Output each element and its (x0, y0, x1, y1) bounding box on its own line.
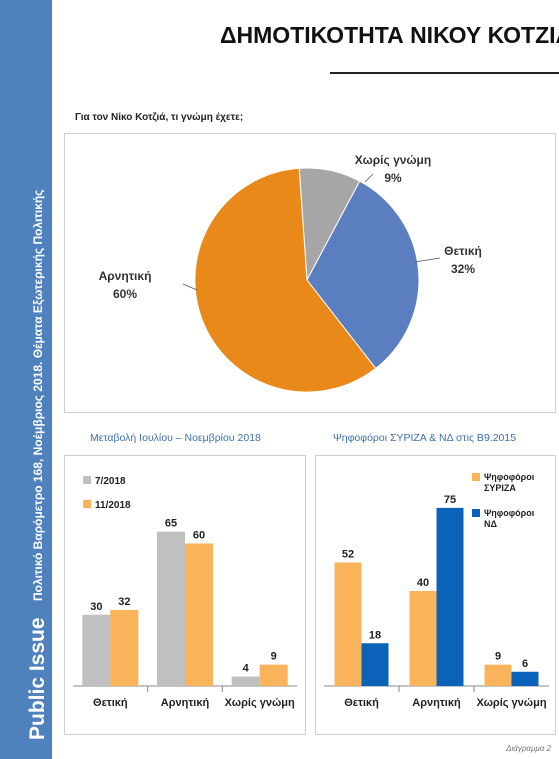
pie-label-negative: Αρνητική (99, 269, 152, 283)
side-band: Public Issue Πολιτικό Βαρόμετρο 168, Νοέ… (0, 0, 52, 759)
bar-negative-series-2 (436, 507, 464, 686)
bar-no-opinion-series-1 (484, 664, 512, 686)
data-label-negative-series-1: 40 (417, 577, 429, 589)
legend-label-series-2: 11/2018 (95, 500, 131, 511)
bar-chart-2-title: Ψηφοφόροι ΣΥΡΙΖΑ & ΝΔ στις Β9.2015 (333, 432, 517, 444)
data-label-positive-series-1: 52 (342, 549, 354, 561)
pie-label-positive: Θετική (444, 244, 482, 258)
legend-label-series-2: Ψηφοφόροι ΝΔ (484, 508, 535, 529)
pie-chart: Χωρίς γνώμη 9% Θετική 32% Αρνητική 60% (99, 153, 482, 393)
pie-leader-line-positive (414, 257, 441, 263)
pie-leader-line-no-opinion (364, 173, 374, 183)
data-label-no-opinion-series-1: 9 (495, 651, 501, 663)
bar-chart-1: 30 32 Θετική 65 60 Αρνητική 4 9 Χωρίς γνώμη 7/201… (73, 476, 297, 709)
category-label-negative: Αρνητική (412, 697, 461, 709)
bar-no-opinion-series-1 (231, 676, 260, 686)
bar-positive-series-2 (361, 643, 389, 686)
survey-question: Για τον Νίκο Κοτζιά, τι γνώμη έχετε; (75, 112, 244, 123)
bar-positive-series-1 (334, 562, 362, 686)
side-caption: Public Issue Πολιτικό Βαρόμετρο 168, Νοέ… (26, 190, 50, 740)
legend-label-series-1: Ψηφοφόροι ΣΥΡΙΖΑ (484, 472, 535, 493)
bar-no-opinion-series-2 (511, 671, 539, 686)
bar-negative-series-1 (157, 531, 185, 686)
bar-no-opinion-series-2 (259, 664, 288, 686)
data-label-no-opinion-series-2: 9 (271, 651, 277, 663)
pie-leader-line-negative (182, 283, 198, 291)
bar-chart-1-title: Μεταβολή Ιουλίου – Νοεμβρίου 2018 (90, 432, 261, 444)
pie-slice-negative (194, 167, 377, 393)
bar-positive-series-1 (82, 614, 111, 686)
category-label-no-opinion: Χωρίς γνώμη (476, 697, 546, 709)
pie-value-positive: 32% (451, 262, 475, 276)
pie-value-negative: 60% (113, 287, 137, 301)
title-divider (330, 72, 559, 74)
figure-number: Διάγραμμα 2 (506, 744, 551, 753)
bar-positive-series-2 (110, 610, 139, 686)
data-label-no-opinion-series-1: 4 (243, 663, 250, 675)
page-title: ΔΗΜΟΤΙΚΟΤΗΤΑ ΝΙΚΟΥ ΚΟΤΖΙΑ (220, 22, 559, 48)
category-label-no-opinion: Χωρίς γνώμη (225, 697, 295, 709)
legend-label-series-1: 7/2018 (95, 476, 126, 487)
data-label-no-opinion-series-2: 6 (522, 658, 528, 670)
pie-value-no-opinion: 9% (384, 171, 402, 185)
bar-chart-2: 52 18 Θετική 40 75 Αρνητική 9 6 Χωρίς γνώμη Ψηφοφ… (324, 472, 549, 709)
legend-swatch-series-1 (83, 476, 91, 484)
bar-chart-1-panel: 30 32 Θετική 65 60 Αρνητική 4 9 Χωρίς γνώμη 7/201… (64, 455, 306, 735)
data-label-positive-series-2: 18 (369, 629, 381, 641)
pie-chart-panel: Χωρίς γνώμη 9% Θετική 32% Αρνητική 60% (64, 133, 556, 413)
bar-negative-series-2 (185, 543, 213, 686)
bar-chart-2-panel: 52 18 Θετική 40 75 Αρνητική 9 6 Χωρίς γνώμη Ψηφοφ… (315, 455, 556, 735)
pie-slice-positive (306, 180, 420, 370)
category-label-negative: Αρνητική (161, 697, 210, 709)
survey-caption: Πολιτικό Βαρόμετρο 168, Νοέμβριος 2018. … (31, 189, 45, 601)
category-label-positive: Θετική (93, 697, 128, 709)
data-label-positive-series-1: 30 (90, 601, 102, 613)
brand-name: Public Issue (26, 617, 49, 740)
data-label-negative-series-1: 65 (165, 518, 177, 530)
bar-negative-series-1 (409, 591, 437, 686)
data-label-negative-series-2: 60 (193, 530, 205, 542)
pie-label-no-opinion: Χωρίς γνώμη (355, 153, 431, 167)
legend-swatch-series-2 (83, 500, 91, 508)
data-label-positive-series-2: 32 (118, 596, 130, 608)
category-label-positive: Θετική (344, 697, 379, 709)
data-label-negative-series-2: 75 (444, 494, 456, 506)
legend-swatch-series-2 (472, 509, 480, 517)
legend-swatch-series-1 (472, 473, 480, 481)
